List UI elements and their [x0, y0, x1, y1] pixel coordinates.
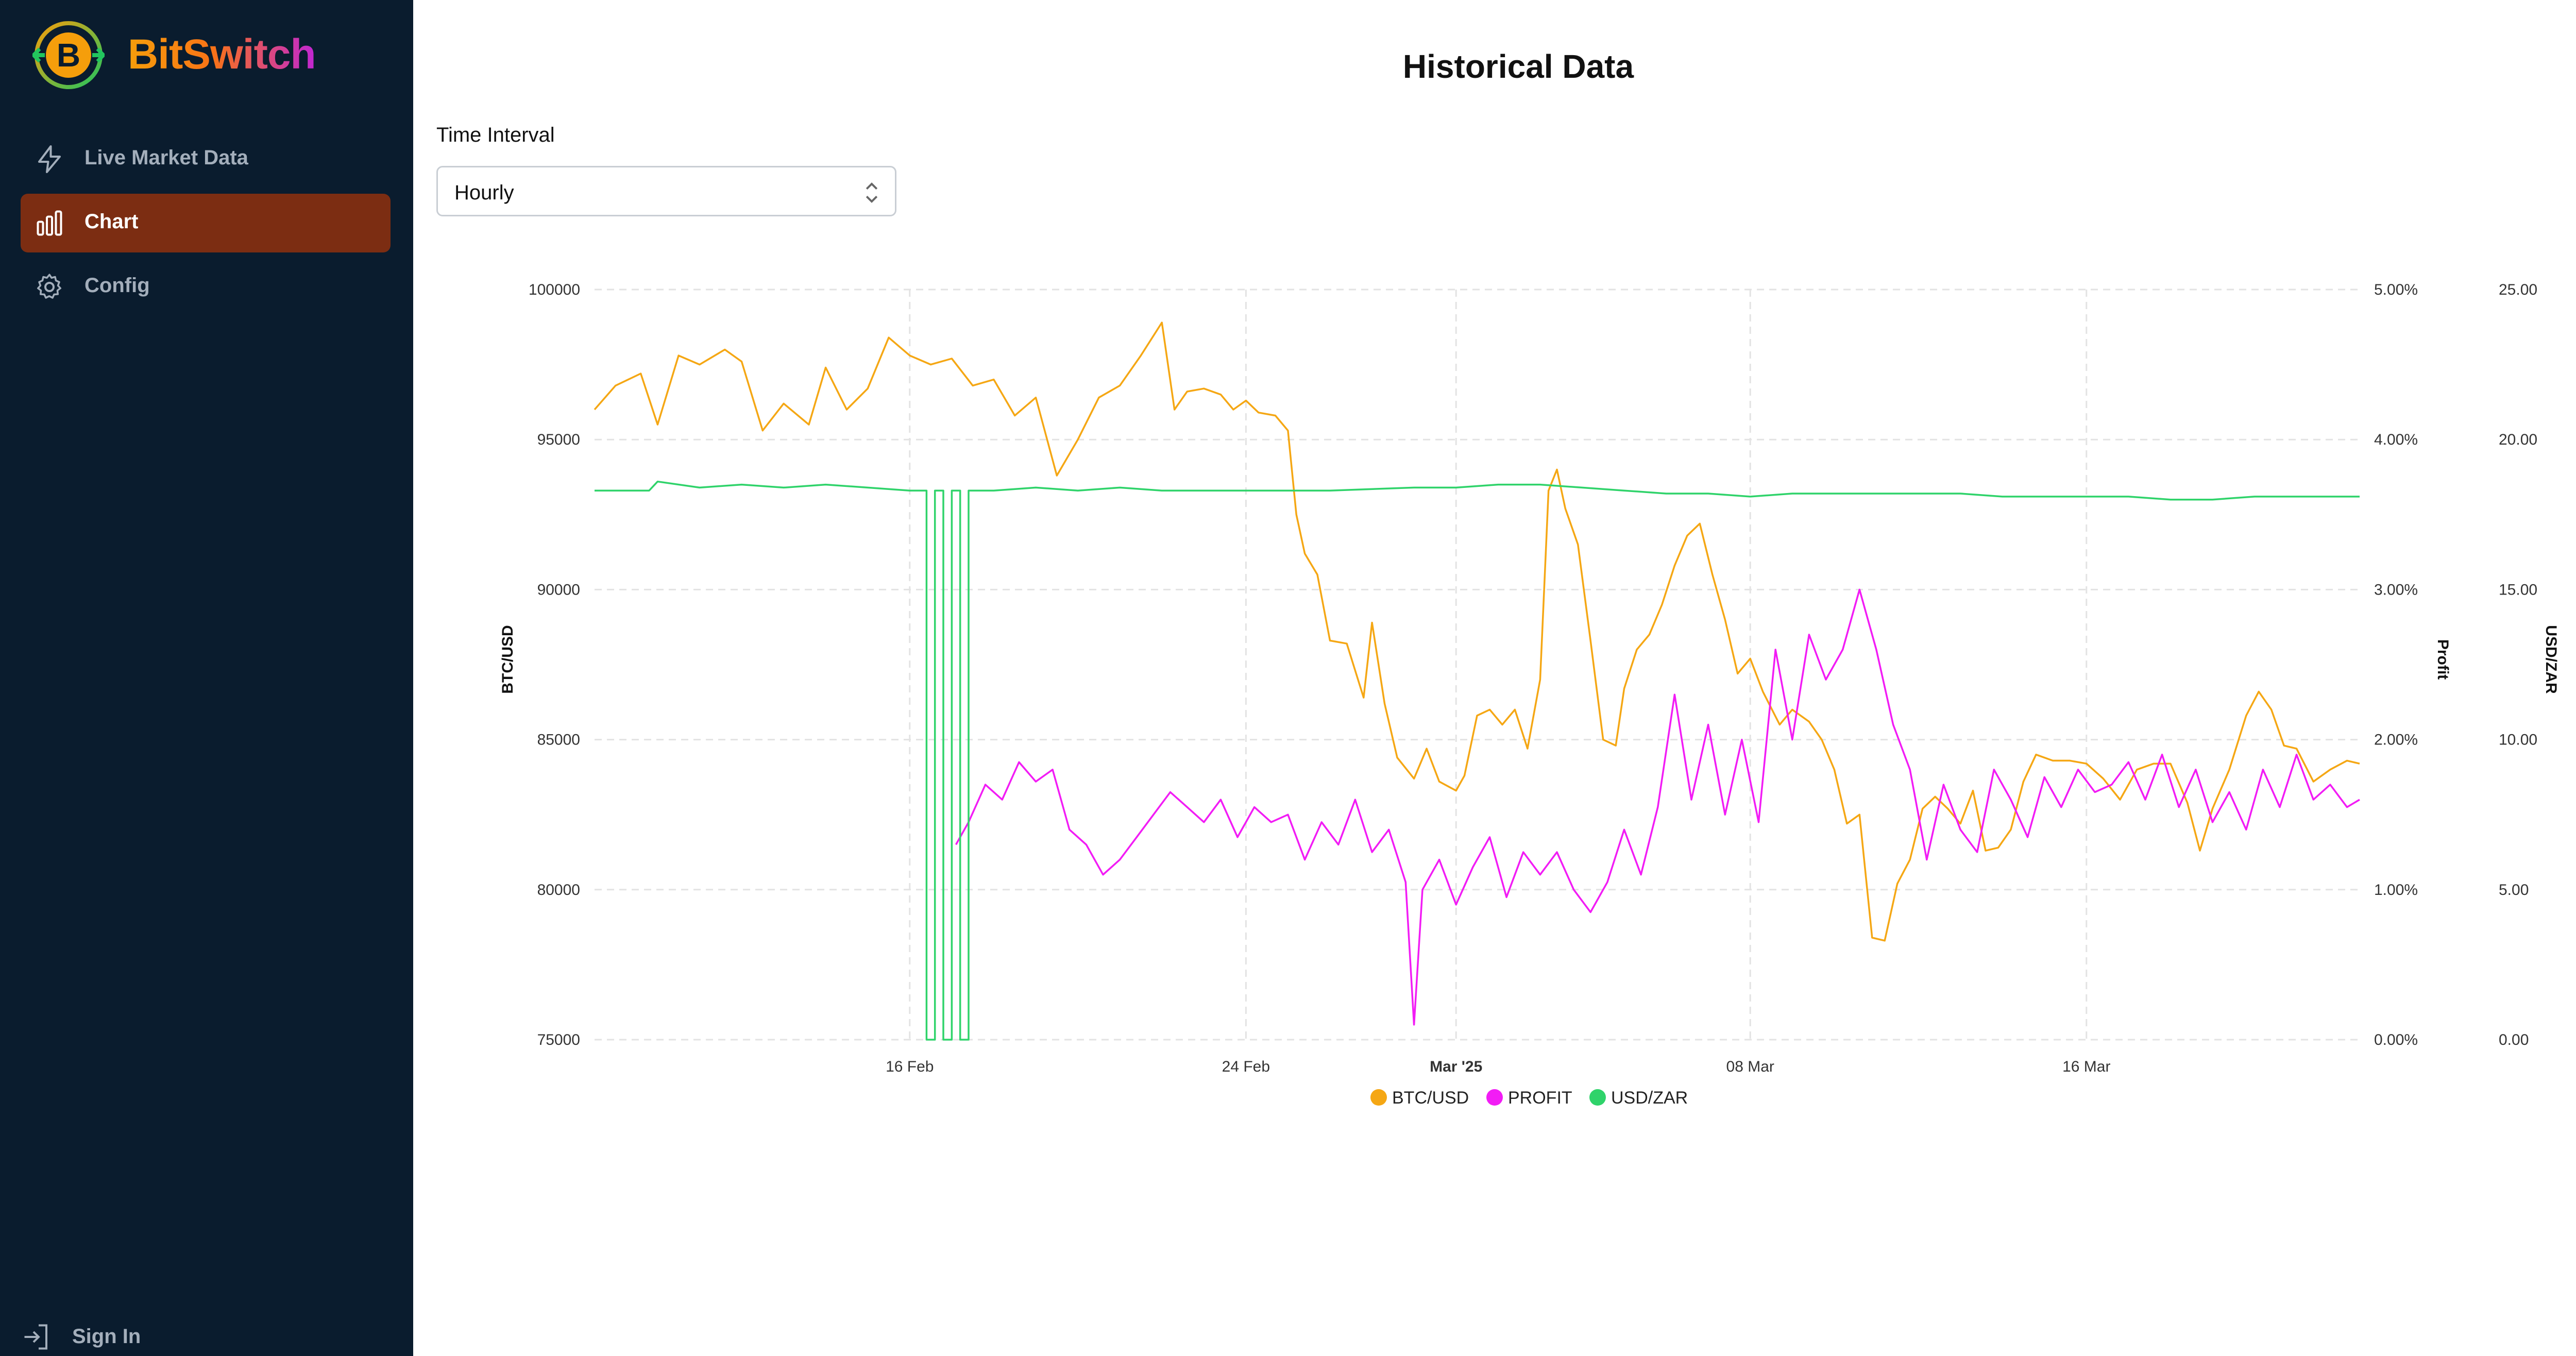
chevron-up-down-icon: [866, 182, 878, 203]
app-name: BitSwitch: [128, 31, 316, 78]
legend-entry[interactable]: BTC/USD: [1392, 1088, 1469, 1108]
x-tick-label: 16 Mar: [2062, 1058, 2110, 1075]
y-tick-label-btcusd: 90000: [537, 581, 580, 598]
y-axis-title-profit: Profit: [2434, 639, 2451, 680]
y-axis-title-usdzar: USD/ZAR: [2543, 625, 2560, 694]
sidebar-item-label: Chart: [84, 210, 139, 233]
y-tick-label-btcusd: 75000: [537, 1031, 580, 1048]
x-tick-label: 08 Mar: [1726, 1058, 1774, 1075]
legend-entry[interactable]: PROFIT: [1508, 1088, 1572, 1108]
page-title: Historical Data: [1402, 48, 1634, 85]
y-tick-label-usdzar: 25.00: [2499, 281, 2537, 298]
sign-in-button[interactable]: Sign In: [21, 1319, 227, 1355]
time-interval-select[interactable]: Hourly: [436, 166, 896, 216]
lightning-icon: [38, 145, 61, 173]
legend-swatch: [1589, 1089, 1606, 1106]
x-tick-label: 16 Feb: [886, 1058, 934, 1075]
y-tick-label-btcusd: 100000: [529, 281, 580, 298]
bar-chart-icon: [37, 210, 62, 236]
y-tick-label-profit: 2.00%: [2374, 732, 2418, 749]
sidebar: B BitSwitch Live Market Data Chart Confi…: [0, 0, 413, 1356]
sidebar-item-label: Config: [84, 274, 150, 297]
y-tick-label-usdzar: 10.00: [2499, 732, 2537, 749]
sign-in-label: Sign In: [72, 1325, 141, 1348]
legend-entry[interactable]: USD/ZAR: [1611, 1088, 1688, 1108]
x-tick-label: Mar '25: [1430, 1058, 1482, 1075]
y-tick-label-usdzar: 15.00: [2499, 581, 2537, 598]
legend-swatch: [1486, 1089, 1503, 1106]
y-tick-label-profit: 5.00%: [2374, 281, 2418, 298]
y-tick-label-profit: 4.00%: [2374, 431, 2418, 448]
sidebar-item-label: Live Market Data: [84, 146, 248, 169]
svg-text:B: B: [57, 37, 80, 74]
sidebar-item-chart[interactable]: Chart: [21, 194, 391, 252]
y-tick-label-usdzar: 0.00: [2499, 1031, 2529, 1048]
time-interval-label: Time Interval: [436, 124, 555, 146]
historical-chart[interactable]: 100000 95000 90000 85000 80000 75000 5.00% 4.0…: [413, 0, 2576, 1159]
y-tick-label-btcusd: 95000: [537, 431, 580, 448]
series-line-btcusd[interactable]: [594, 321, 2360, 942]
series-line-profit[interactable]: [955, 588, 2360, 1026]
legend-swatch: [1370, 1089, 1387, 1106]
app-logo[interactable]: B BitSwitch: [32, 19, 321, 91]
series-line-usdzar[interactable]: [595, 480, 2360, 1041]
bitcoin-logo-icon: B: [32, 21, 105, 89]
y-tick-label-btcusd: 80000: [537, 882, 580, 899]
y-axis-title-btcusd: BTC/USD: [499, 625, 516, 693]
main-content: Historical Data Time Interval Hourly 100…: [413, 0, 2576, 1356]
y-tick-label-usdzar: 20.00: [2499, 431, 2537, 448]
gear-icon: [37, 274, 61, 299]
y-tick-label-btcusd: 85000: [537, 732, 580, 749]
y-tick-label-profit: 1.00%: [2374, 882, 2418, 899]
sign-in-icon: [24, 1324, 47, 1350]
time-interval-value: Hourly: [454, 181, 514, 204]
sidebar-item-live-market-data[interactable]: Live Market Data: [21, 130, 391, 189]
y-tick-label-profit: 0.00%: [2374, 1031, 2418, 1048]
y-tick-label-usdzar: 5.00: [2499, 882, 2529, 899]
x-tick-label: 24 Feb: [1222, 1058, 1270, 1075]
y-tick-label-profit: 3.00%: [2374, 581, 2418, 598]
sidebar-item-config[interactable]: Config: [21, 258, 391, 316]
